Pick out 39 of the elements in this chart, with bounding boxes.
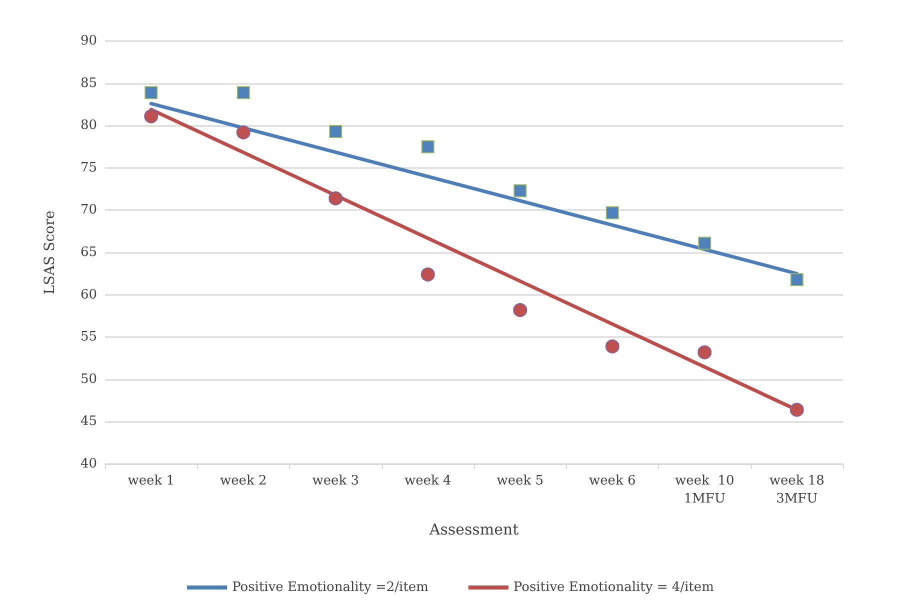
y-tick-label: 65	[80, 245, 97, 260]
y-tick-label: 50	[80, 372, 97, 387]
x-tick-label: week 2	[220, 474, 267, 488]
point	[236, 125, 250, 140]
y-tick-label: 75	[80, 160, 97, 176]
y-tick-label: 60	[80, 287, 97, 302]
y-tick-label: 80	[80, 118, 97, 134]
legend-label: Positive Emotionality =2/item	[232, 580, 428, 595]
x-tick-label: week 3	[312, 474, 360, 488]
x-tick-label: week 10 1MFU	[675, 474, 734, 506]
x-tick-label: week 18 3MFU	[769, 474, 824, 506]
x-tick-label: week 6	[588, 474, 636, 488]
point	[329, 125, 342, 138]
x-tick-label: week 4	[404, 474, 452, 488]
y-tick-label: 90	[80, 34, 97, 48]
y-axis-title: LSAS Score	[42, 210, 58, 294]
point	[513, 303, 528, 318]
point	[328, 191, 343, 206]
y-tick-label: 85	[80, 76, 97, 91]
x-tick-label: week 1	[128, 474, 175, 488]
y-tick-label: 55	[80, 330, 97, 345]
x-tick-label: week 5	[496, 474, 544, 488]
y-tick-label: 70	[80, 202, 97, 218]
point	[606, 206, 619, 220]
point	[144, 109, 158, 124]
point	[790, 273, 804, 286]
point	[790, 402, 804, 417]
legend-label: Positive Emotionality = 4/item	[513, 580, 714, 595]
point	[698, 236, 712, 250]
point	[421, 140, 434, 154]
point	[514, 184, 527, 198]
point	[144, 86, 158, 100]
point	[698, 345, 712, 360]
y-tick-label: 45	[80, 414, 97, 430]
point	[236, 86, 250, 100]
point	[605, 339, 620, 354]
point	[420, 268, 435, 282]
x-axis-title: Assessment	[428, 520, 519, 538]
y-tick-label: 40	[80, 456, 97, 472]
